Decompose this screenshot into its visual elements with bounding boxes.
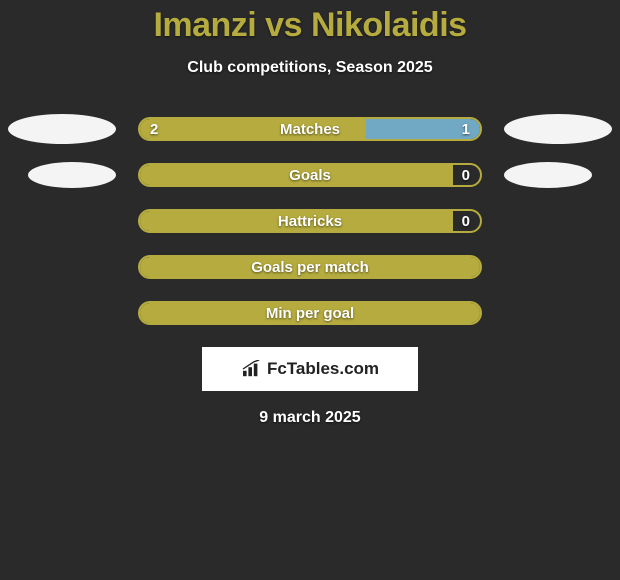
avatar-right (504, 114, 612, 144)
brand-box: FcTables.com (202, 347, 418, 391)
bar-chart-icon (241, 360, 263, 378)
comparison-rows: Matches21 Goals0 Hattricks0 Goals per match… (0, 117, 620, 325)
avatar-left (8, 114, 116, 144)
bar-left-fill (140, 257, 480, 277)
stat-row: Hattricks0 (0, 209, 620, 233)
page-title: Imanzi vs Nikolaidis (0, 0, 620, 45)
stat-row: Goals per match (0, 255, 620, 279)
stat-bar: Hattricks0 (138, 209, 482, 233)
avatar-right (504, 162, 592, 188)
stat-row: Matches21 (0, 117, 620, 141)
bar-left-fill (140, 119, 366, 139)
page-subtitle: Club competitions, Season 2025 (0, 59, 620, 77)
bar-left-fill (140, 165, 453, 185)
stat-row: Min per goal (0, 301, 620, 325)
stat-bar: Matches21 (138, 117, 482, 141)
bar-left-fill (140, 303, 480, 323)
bar-left-fill (140, 211, 453, 231)
bar-value-right: 0 (462, 211, 470, 231)
stat-bar: Min per goal (138, 301, 482, 325)
stat-bar: Goals0 (138, 163, 482, 187)
brand-text: FcTables.com (267, 359, 379, 379)
stat-row: Goals0 (0, 163, 620, 187)
footer-date: 9 march 2025 (0, 409, 620, 427)
avatar-left (28, 162, 116, 188)
bar-right-fill (366, 119, 480, 139)
bar-value-right: 0 (462, 165, 470, 185)
stat-bar: Goals per match (138, 255, 482, 279)
